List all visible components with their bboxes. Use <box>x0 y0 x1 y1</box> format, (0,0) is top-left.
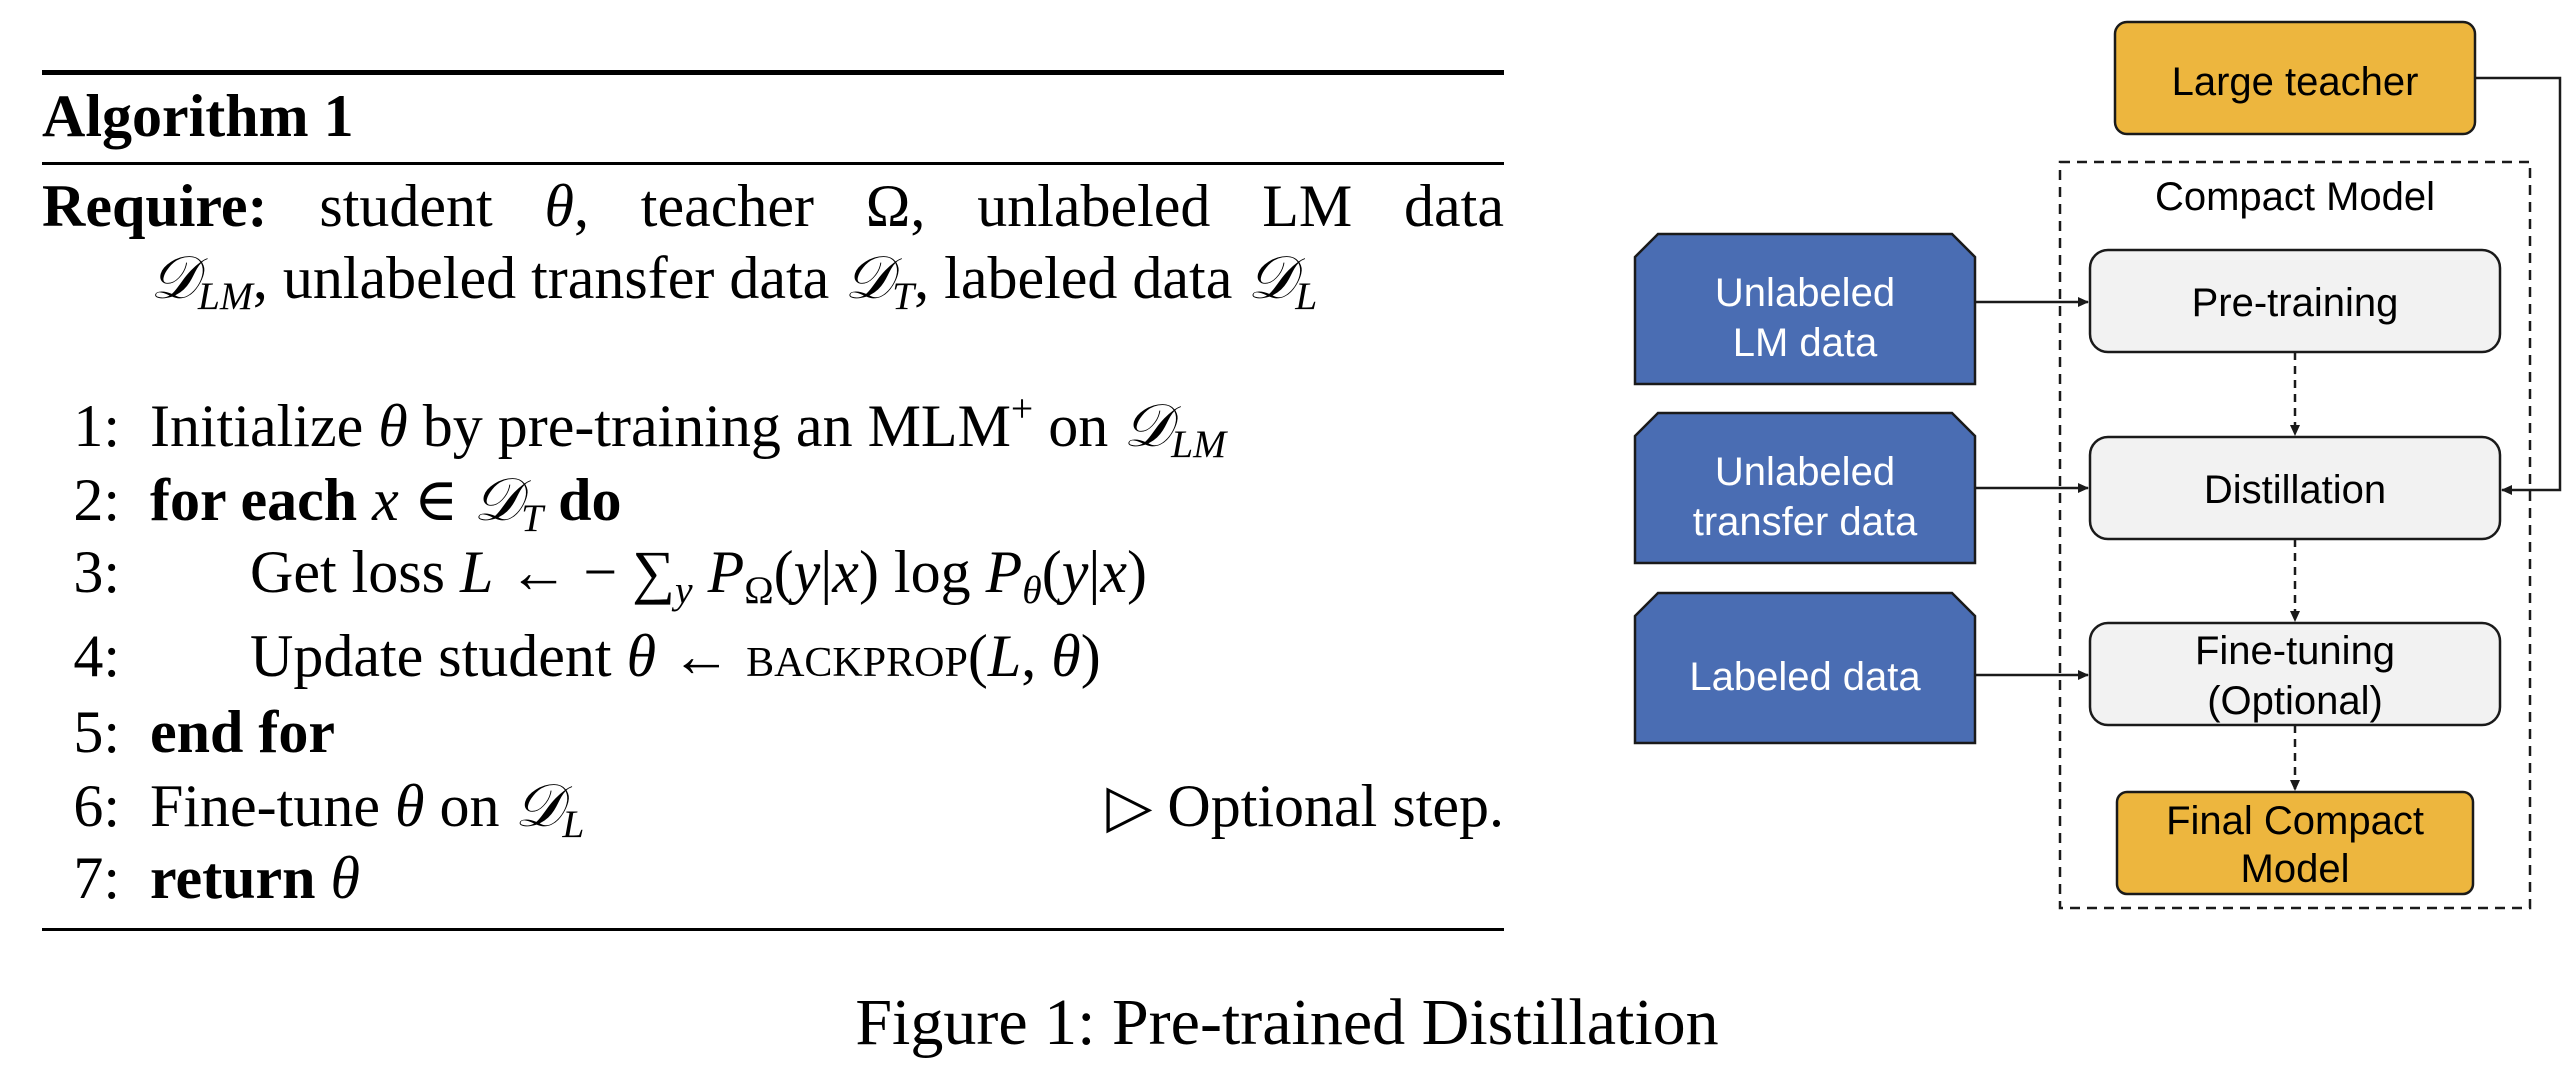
stage-distillation-label: Distillation <box>2204 468 2386 512</box>
stage-pretraining: Pre-training <box>2088 248 2502 354</box>
stage-finetuning: Fine-tuning (Optional) <box>2088 621 2502 727</box>
large-teacher-box: Large teacher <box>2113 20 2477 136</box>
algorithm-title: Algorithm 1 <box>42 83 354 149</box>
final-compact-model-line1: Final Compact <box>2166 799 2424 843</box>
top-rule <box>42 70 1504 75</box>
bottom-rule <box>42 928 1504 931</box>
require-line-2: 𝒟LM, unlabeled transfer data 𝒟T, labeled… <box>150 245 1318 319</box>
step-2: 2: for each x ∈ 𝒟T do <box>73 467 622 541</box>
stage-finetuning-line1: Fine-tuning <box>2195 629 2395 673</box>
stage-distillation: Distillation <box>2088 435 2502 541</box>
input-lm-data-line1: Unlabeled <box>1715 271 1895 315</box>
step-1: 1: Initialize θ by pre-training an MLM+ o… <box>73 386 1227 467</box>
step-3: 3: Get loss L ← − ∑y PΩ(y|x) log Pθ(y|x) <box>73 539 1147 613</box>
input-lm-data: Unlabeled LM data <box>1633 232 1977 386</box>
step-4: 4: Update student θ ← backprop(L, θ) <box>73 623 1101 689</box>
compact-model-label: Compact Model <box>2155 175 2435 219</box>
require-label: Require: <box>42 173 268 239</box>
final-compact-model-line2: Model <box>2241 847 2350 891</box>
stage-pretraining-label: Pre-training <box>2192 281 2399 325</box>
compact-model-container <box>2058 160 2532 910</box>
figure-caption: Figure 1: Pre-trained Distillation <box>855 986 1719 1059</box>
input-lm-data-line2: LM data <box>1733 321 1878 365</box>
require-line-1: Require: student θ, teacher Ω, unlabeled… <box>42 173 1504 239</box>
input-labeled-data: Labeled data <box>1633 591 1977 745</box>
input-transfer-data-line2: transfer data <box>1693 500 1918 544</box>
stage-finetuning-line2: (Optional) <box>2207 679 2383 723</box>
input-transfer-data: Unlabeled transfer data <box>1633 411 1977 565</box>
title-rule <box>42 162 1504 165</box>
step-5: 5: end for <box>73 699 335 765</box>
large-teacher-label: Large teacher <box>2172 60 2419 104</box>
input-transfer-data-line1: Unlabeled <box>1715 450 1895 494</box>
step-7: 7: return θ <box>73 845 361 911</box>
teacher-to-distillation-arrow <box>2475 76 2562 495</box>
step-6: 6: Fine-tune θ on 𝒟L ▷ Optional step. <box>73 773 1504 847</box>
final-compact-model-box: Final Compact Model <box>2115 790 2475 896</box>
input-labeled-data-line1: Labeled data <box>1689 655 1921 699</box>
step-6-comment: ▷ Optional step. <box>1106 773 1504 839</box>
